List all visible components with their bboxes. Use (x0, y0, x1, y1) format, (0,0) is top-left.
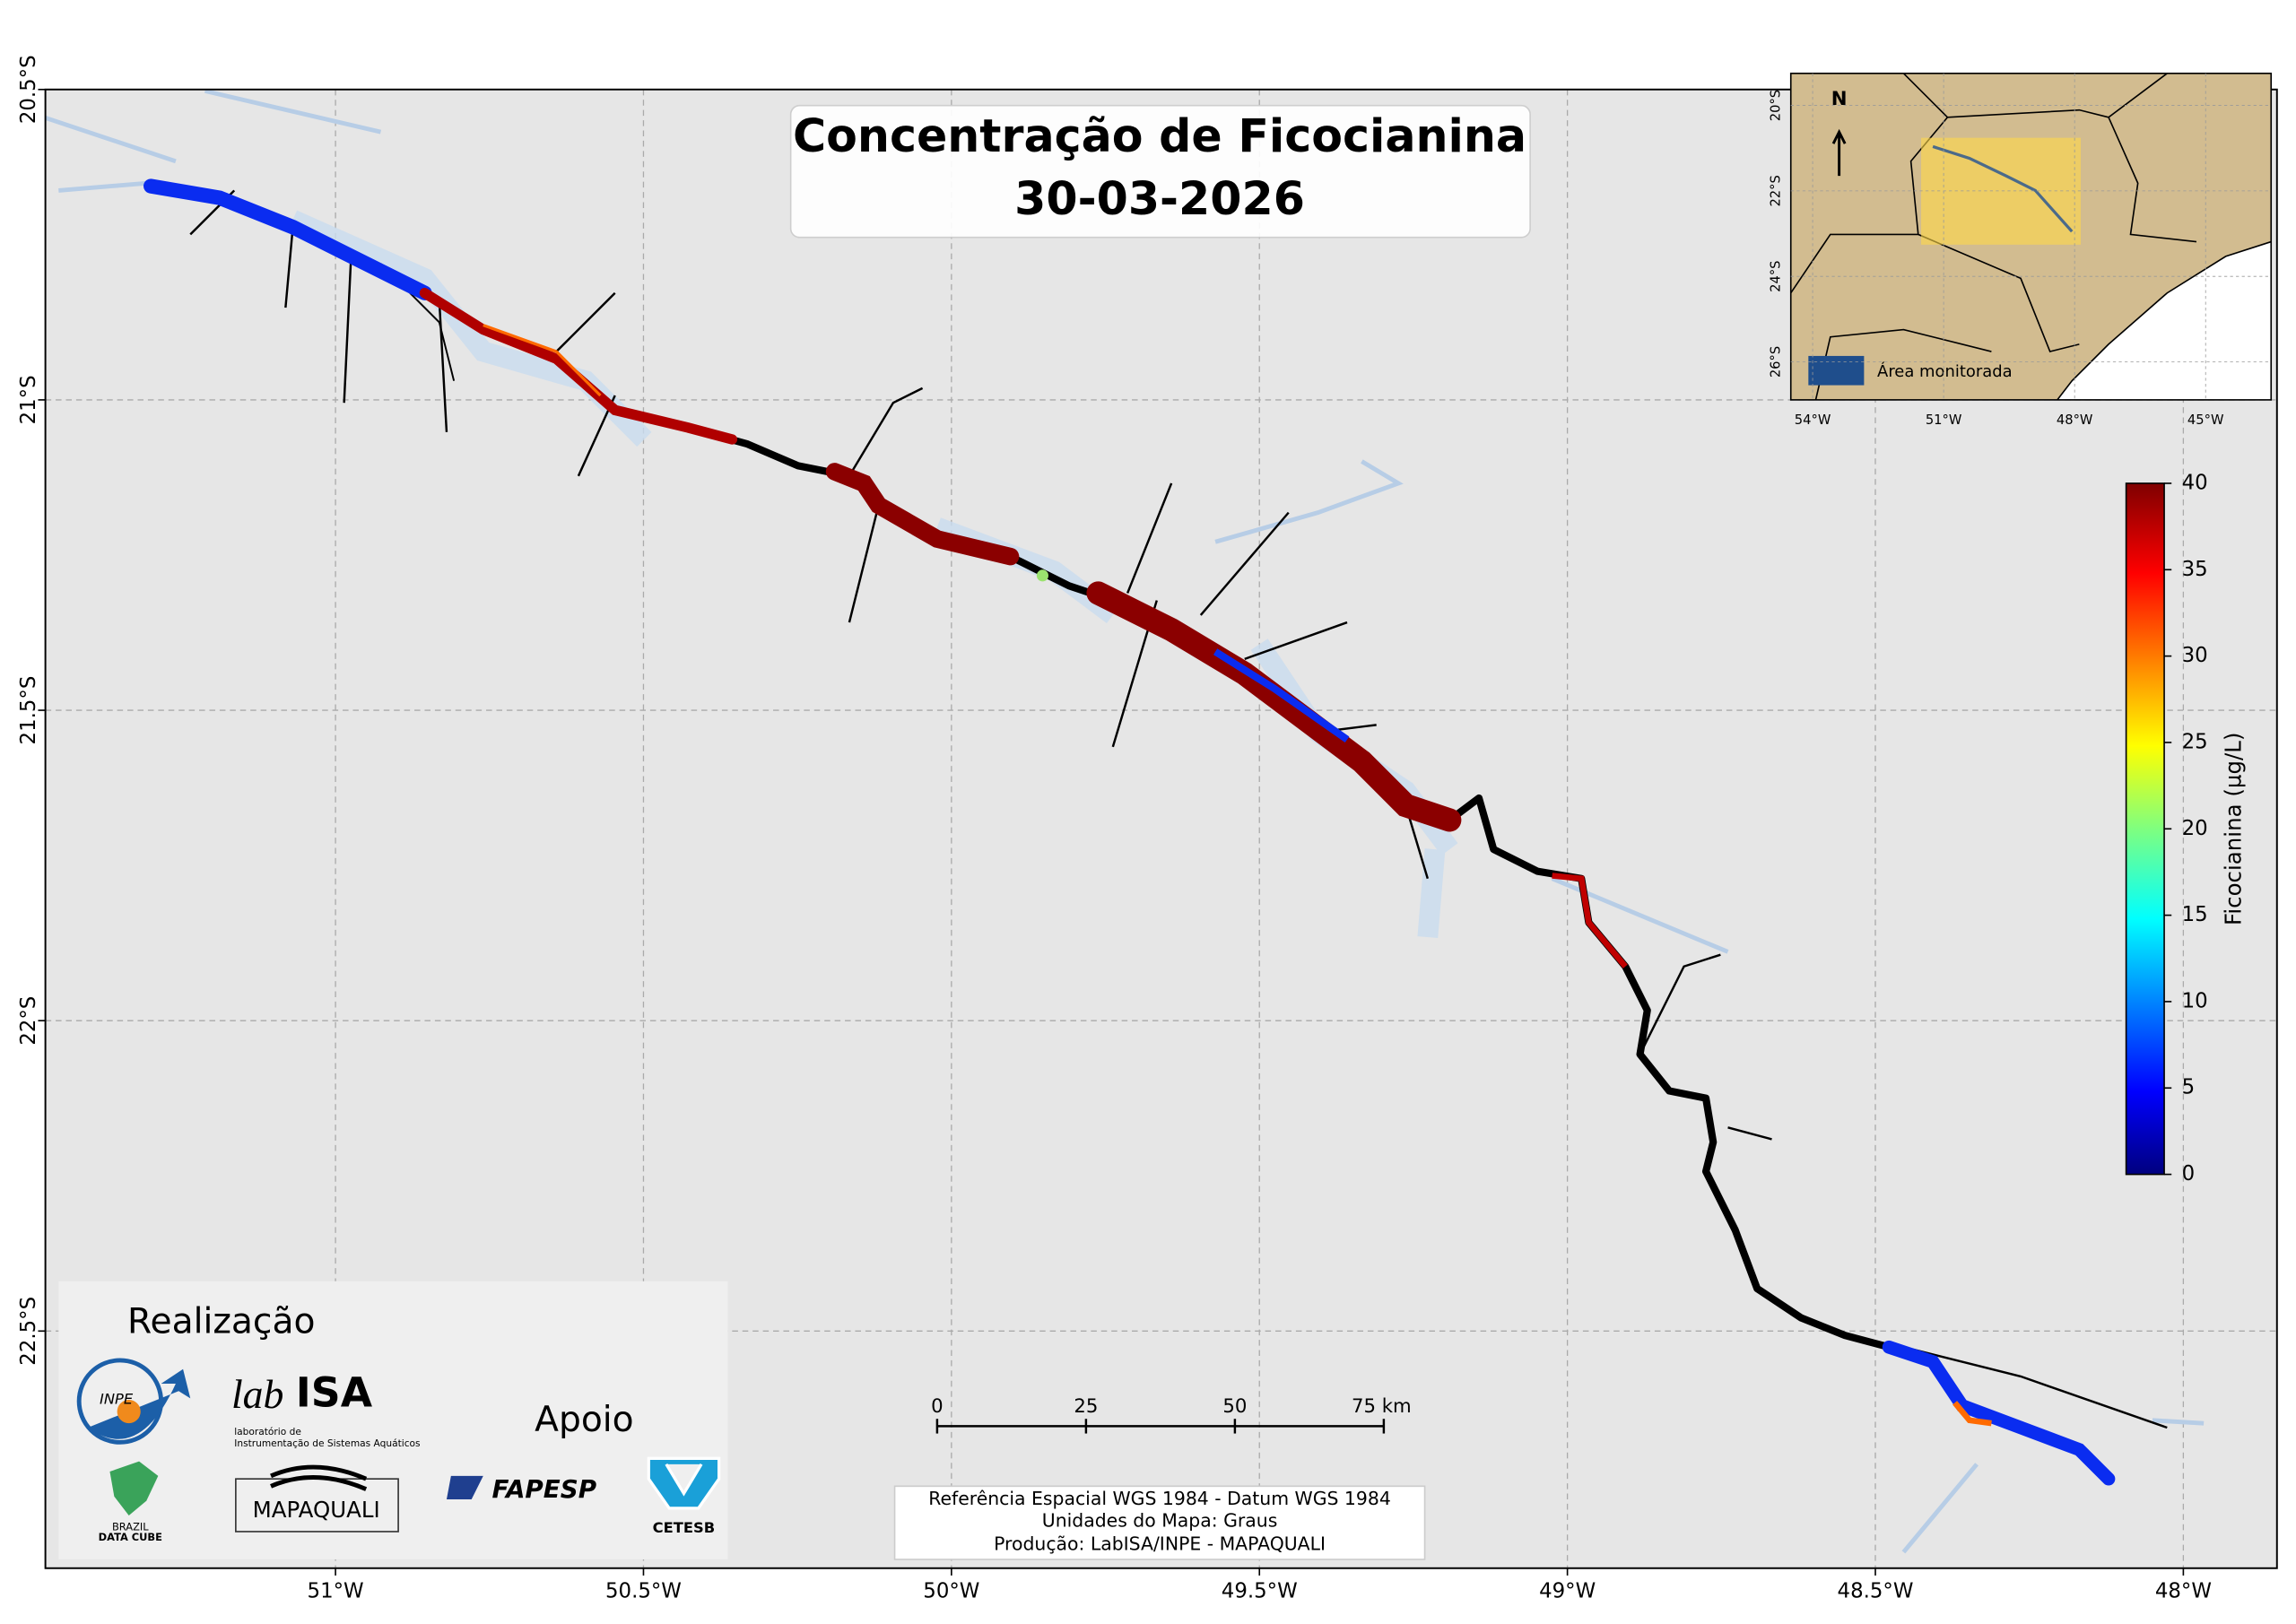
reservoir-high (1552, 873, 1628, 968)
inset-x-label: 48°W (2057, 413, 2093, 428)
colorbar-tick-label: 30 (2182, 644, 2208, 667)
inset-map: N Área monitorada 54°W 51°W 48°W 45°W 20°S 22… (1768, 73, 2273, 428)
reservoir-low (144, 178, 432, 300)
inset-y-label: 24°S (1768, 261, 1783, 292)
x-tick-label: 48.5°W (1838, 1579, 1914, 1602)
colorbar-tick-label: 20 (2182, 817, 2208, 840)
scalebar-label: 50 (1222, 1395, 1247, 1418)
legend-swatch (1808, 355, 1865, 386)
scalebar-label: 75 km (1352, 1395, 1412, 1418)
x-tick-label: 49.5°W (1222, 1579, 1298, 1602)
labisa-desc: Instrumentação de Sistemas Aquáticos (234, 1437, 421, 1449)
y-tick-label: 21.5°S (17, 676, 40, 745)
inset-x-label: 51°W (1926, 413, 1962, 428)
colorbar-tick-label: 25 (2182, 730, 2208, 753)
logos-panel: Realização INPE lab ISA laboratório de I… (58, 1281, 728, 1559)
title-box (789, 104, 1531, 239)
inset-borders (1790, 73, 2272, 401)
colorbar-tick-label: 40 (2182, 471, 2208, 494)
scalebar-ticks: 0 25 50 75 km (931, 1395, 1412, 1434)
inset-y-label: 22°S (1768, 175, 1783, 206)
footer-line: Produção: LabISA/INPE - MAPAQUALI (994, 1533, 1326, 1555)
colorbar-tick-label: 0 (2182, 1162, 2196, 1185)
datacube-text: BRAZIL (112, 1521, 149, 1533)
reservoir-low (1213, 648, 1350, 743)
north-label: N (1831, 88, 1848, 110)
colorbar-ticks: 0 5 10 15 20 25 30 35 40 (2164, 471, 2208, 1185)
x-axis-ticks: 51°W 50.5°W 50°W 49.5°W 49°W 48.5°W 48°W (308, 1568, 2212, 1602)
y-axis-ticks: 20.5°S 21°S 21.5°S 22°S 22.5°S (17, 55, 46, 1366)
reservoir-high (1086, 581, 1462, 832)
realizacao-label: Realização (127, 1302, 315, 1342)
cetesb-text: CETESB (653, 1519, 716, 1536)
reservoir-high (419, 288, 738, 445)
tributaries (189, 189, 2168, 1429)
inset-reservoir (1932, 144, 2074, 233)
river-layer (45, 89, 2205, 1554)
x-tick-label: 50°W (923, 1579, 979, 1602)
fapesp-text: FAPESP (492, 1474, 596, 1504)
footer-line: Unidades do Mapa: Graus (1042, 1510, 1278, 1532)
inset-y-label: 26°S (1768, 346, 1783, 378)
inset-extent (1921, 137, 2081, 245)
reservoir-high (825, 463, 1020, 566)
background-rivers (45, 89, 2205, 1554)
scalebar-label: 0 (931, 1395, 944, 1418)
x-tick-label: 48°W (2155, 1579, 2212, 1602)
colorbar-tick-label: 35 (2182, 558, 2208, 581)
colorbar-tick-label: 15 (2182, 903, 2208, 926)
y-tick-label: 20.5°S (17, 55, 40, 124)
map-title: Concentração de Ficocianina (793, 109, 1526, 162)
y-tick-label: 21°S (17, 375, 40, 424)
x-tick-label: 50.5°W (605, 1579, 682, 1602)
inset-frame (1789, 73, 2273, 401)
x-tick-label: 49°W (1539, 1579, 1596, 1602)
colorbar-tick-label: 10 (2182, 989, 2208, 1012)
labisa-lab: lab (231, 1371, 283, 1417)
map-frame (44, 88, 2278, 1569)
mapaquali-waves (270, 1464, 368, 1491)
reservoir-margin (288, 210, 1458, 939)
inpe-text: INPE (100, 1391, 134, 1408)
inset-ocean (2057, 241, 2272, 400)
north-arrow (1831, 128, 1847, 177)
inpe-arrow (87, 1368, 191, 1439)
colorbar (2125, 482, 2165, 1176)
map-date: 30-03-2026 (1014, 172, 1305, 225)
labisa-desc: laboratório de (234, 1426, 301, 1437)
x-tick-label: 51°W (308, 1579, 364, 1602)
reservoir-mid (1952, 1401, 1992, 1427)
inset-ticks: 54°W 51°W 48°W 45°W 20°S 22°S 24°S 26°S (1768, 73, 2272, 428)
fapesp-icon (446, 1475, 483, 1500)
y-tick-label: 22.5°S (17, 1297, 40, 1366)
cetesb-logo (647, 1456, 721, 1510)
footer-box (893, 1485, 1426, 1560)
logos-background (58, 1281, 728, 1559)
reservoir-low (1882, 1340, 2116, 1486)
labisa-isa: ISA (296, 1369, 373, 1417)
datacube-text: DATA CUBE (99, 1531, 162, 1543)
legend-label: Área monitorada (1877, 361, 2013, 381)
reservoir-patch (1036, 569, 1048, 582)
datacube-logo (109, 1461, 159, 1515)
reservoir-mid (483, 324, 602, 397)
colorbar-label: Ficocianina (µg/L) (2220, 733, 2246, 925)
colorbar-tick-label: 5 (2182, 1076, 2196, 1099)
inpe-dot (117, 1400, 141, 1424)
footer-line: Referência Espacial WGS 1984 - Datum WGS… (928, 1488, 1391, 1509)
y-tick-label: 22°S (17, 996, 40, 1046)
scalebar-label: 25 (1074, 1395, 1098, 1418)
inset-y-label: 20°S (1768, 90, 1783, 121)
inset-x-label: 54°W (1795, 413, 1831, 428)
mapaquali-text: MAPAQUALI (253, 1497, 380, 1523)
apoio-label: Apoio (535, 1400, 633, 1440)
inset-x-label: 45°W (2187, 413, 2224, 428)
